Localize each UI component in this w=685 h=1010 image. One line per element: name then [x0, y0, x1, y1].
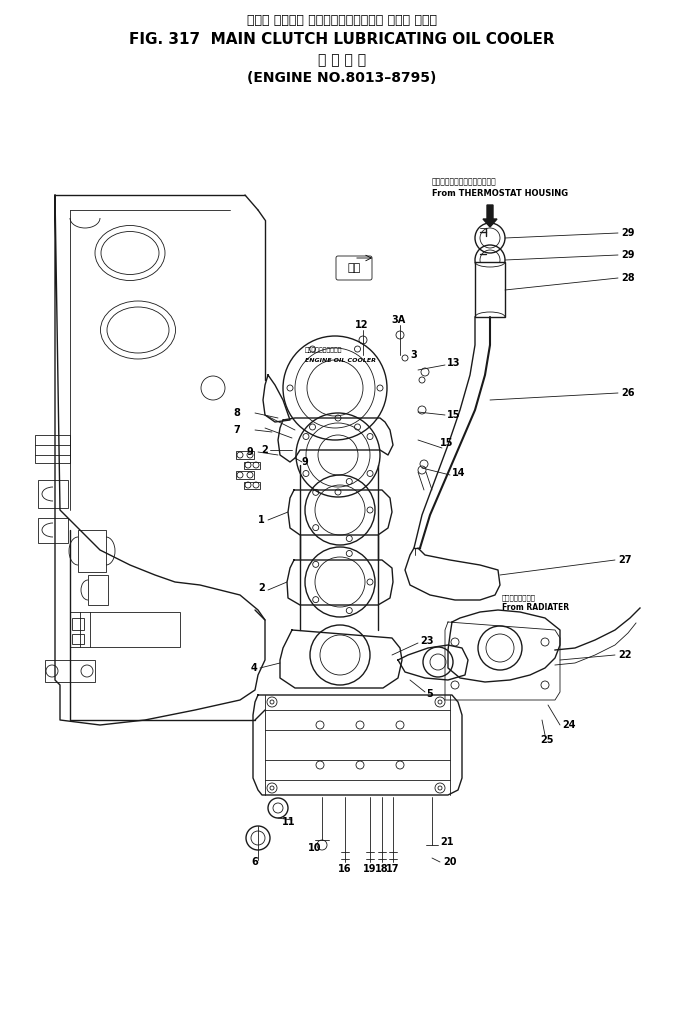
- Text: 27: 27: [618, 556, 632, 565]
- Text: 3A: 3A: [392, 315, 406, 325]
- Bar: [45, 660, 95, 682]
- Bar: [38, 518, 68, 543]
- Text: 11: 11: [282, 817, 295, 827]
- Bar: [38, 480, 68, 508]
- Text: 4: 4: [250, 663, 257, 673]
- Text: (ENGINE NO.8013–8795): (ENGINE NO.8013–8795): [247, 71, 436, 85]
- Text: 9: 9: [302, 457, 309, 467]
- Bar: [244, 482, 260, 489]
- Text: 1: 1: [258, 515, 265, 525]
- FancyArrow shape: [483, 205, 497, 227]
- Text: 5: 5: [426, 689, 433, 699]
- Text: 12: 12: [356, 320, 369, 330]
- Text: 9: 9: [246, 447, 253, 457]
- Text: 19: 19: [363, 864, 377, 874]
- FancyBboxPatch shape: [336, 256, 372, 280]
- Text: ラジエーターより: ラジエーターより: [502, 595, 536, 601]
- Bar: [236, 471, 254, 479]
- Text: 3: 3: [410, 350, 416, 360]
- Text: 前方: 前方: [347, 263, 360, 273]
- Text: 10: 10: [308, 843, 322, 853]
- Text: 13: 13: [447, 358, 460, 368]
- Text: 15: 15: [447, 410, 460, 420]
- Text: 29: 29: [621, 228, 634, 238]
- Bar: [78, 530, 106, 572]
- Text: 28: 28: [621, 273, 634, 283]
- Text: 7: 7: [234, 425, 240, 435]
- Text: 24: 24: [562, 720, 575, 730]
- Text: 16: 16: [338, 864, 352, 874]
- Text: 29: 29: [621, 250, 634, 260]
- Text: 適 用 号 機: 適 用 号 機: [318, 53, 366, 67]
- Text: 2: 2: [258, 583, 265, 593]
- Text: エンジンオイルクーラ: エンジンオイルクーラ: [305, 347, 342, 352]
- Text: メイン クラッチ ルーブリケーティング オイル クーラ: メイン クラッチ ルーブリケーティング オイル クーラ: [247, 13, 437, 26]
- Text: 22: 22: [618, 650, 632, 660]
- Text: 25: 25: [540, 735, 553, 745]
- Text: 15: 15: [440, 438, 453, 448]
- Text: ENGINE OIL COOLER: ENGINE OIL COOLER: [305, 358, 376, 363]
- Text: 21: 21: [440, 837, 453, 847]
- Text: 18: 18: [375, 864, 389, 874]
- Text: 17: 17: [386, 864, 400, 874]
- Bar: [70, 612, 180, 647]
- Bar: [72, 634, 84, 644]
- Text: FIG. 317  MAIN CLUTCH LUBRICATING OIL COOLER: FIG. 317 MAIN CLUTCH LUBRICATING OIL COO…: [129, 32, 555, 47]
- Bar: [88, 575, 108, 605]
- Text: From THERMOSTAT HOUSING: From THERMOSTAT HOUSING: [432, 189, 568, 198]
- Bar: [244, 462, 260, 469]
- Text: 6: 6: [251, 857, 258, 867]
- Text: 23: 23: [420, 636, 434, 646]
- Text: サーモスタットハウジングより: サーモスタットハウジングより: [432, 178, 497, 187]
- Text: From RADIATER: From RADIATER: [502, 604, 569, 612]
- Bar: [35, 435, 70, 463]
- Text: 2: 2: [261, 445, 268, 455]
- Bar: [236, 451, 254, 459]
- Bar: [72, 618, 84, 630]
- Bar: [475, 262, 505, 317]
- Text: 8: 8: [233, 408, 240, 418]
- Text: 20: 20: [443, 857, 456, 867]
- Text: 14: 14: [452, 468, 466, 478]
- Text: 26: 26: [621, 388, 634, 398]
